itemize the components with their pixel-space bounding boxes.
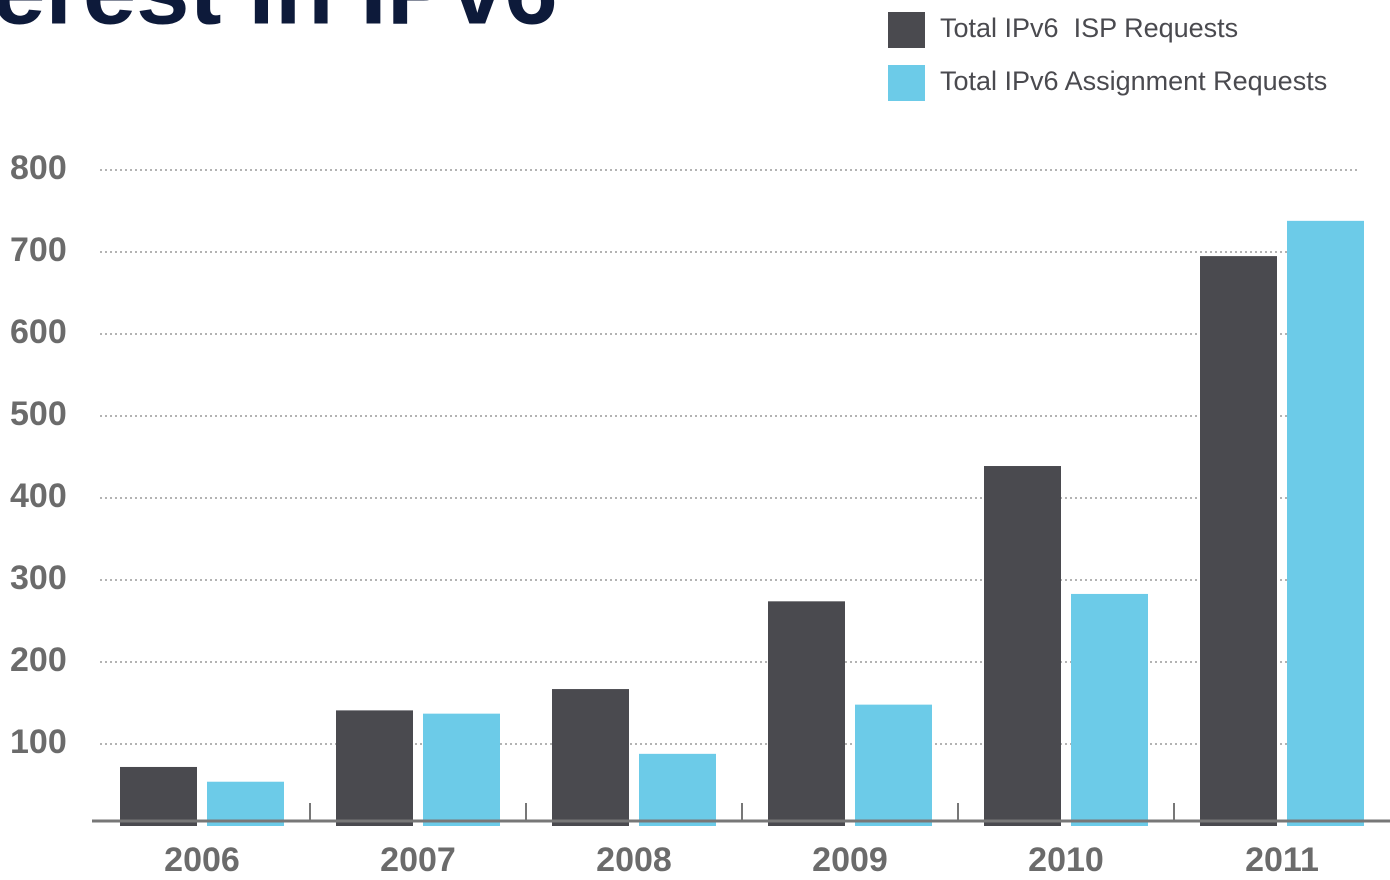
bar [1200,256,1277,827]
y-tick-label: 200 [10,641,67,679]
y-tick-label: 800 [10,149,67,187]
y-tick-label: 300 [10,559,67,597]
x-tick-label: 2006 [164,841,240,879]
y-tick-label: 400 [10,477,67,515]
bar [1071,593,1148,826]
legend-swatch [888,65,925,101]
bar [855,704,932,826]
x-tick-label: 2007 [380,841,456,879]
bar [336,710,413,826]
y-tick-label: 500 [10,395,67,433]
x-tick-label: 2010 [1028,841,1104,879]
y-tick-label: 600 [10,313,67,351]
bar [423,713,500,826]
bar [552,689,629,826]
bar [639,753,716,826]
x-tick-label: 2008 [596,841,672,879]
legend-swatch [888,12,925,48]
bar [1287,220,1364,827]
legend-label: Total IPv6 Assignment Requests [940,66,1327,96]
legend-label: Total IPv6 ISP Requests [940,13,1238,43]
bar [984,466,1061,826]
x-tick-label: 2011 [1245,841,1319,879]
x-tick-label: 2009 [812,841,888,879]
y-tick-label: 100 [10,723,67,761]
bar [207,781,284,826]
bar [768,601,845,826]
chart-title: erest in IPv6 [0,0,558,44]
bar [120,766,197,826]
y-tick-label: 700 [10,231,67,269]
